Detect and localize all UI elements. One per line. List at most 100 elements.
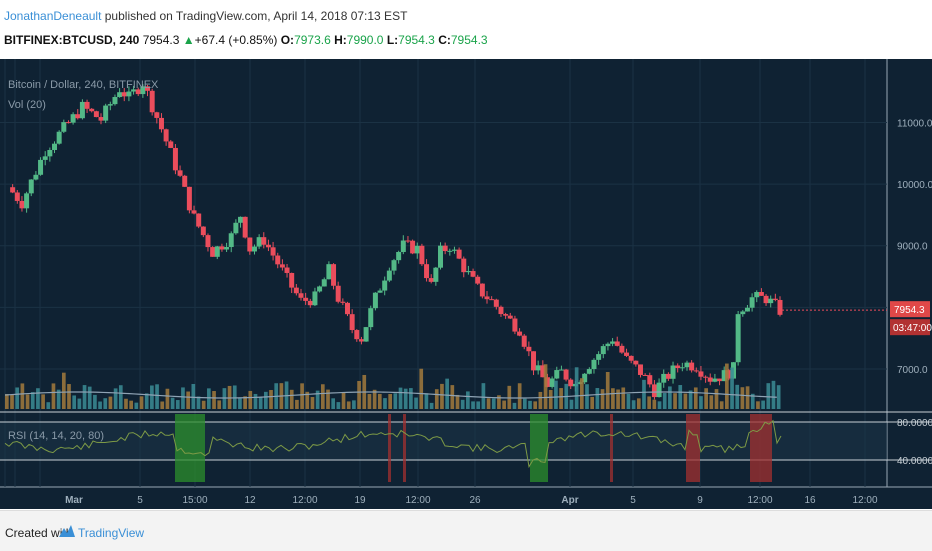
candle-body — [284, 267, 290, 273]
candle-body — [391, 260, 397, 271]
time-tick-label: 12:00 — [747, 495, 772, 506]
volume-bar — [383, 398, 387, 409]
candle-body — [28, 179, 34, 194]
volume-bar — [82, 385, 87, 409]
volume-bar — [554, 380, 558, 409]
candle-body — [744, 307, 750, 312]
candle-body — [758, 292, 764, 296]
price-chart[interactable]: 11000.010000.09000.08000.07000.080.00004… — [0, 59, 932, 509]
candle-body — [335, 285, 341, 302]
volume-bar — [678, 385, 683, 409]
candle-body — [665, 373, 671, 379]
author-link[interactable]: JonathanDeneault — [4, 9, 102, 23]
candle-body — [312, 291, 318, 306]
volume-bar — [735, 384, 740, 409]
volume-bar — [46, 402, 51, 409]
volume-bar — [419, 368, 424, 409]
candle-body — [433, 267, 439, 282]
time-tick-label: 12 — [244, 495, 256, 506]
candle-body — [698, 371, 704, 377]
volume-bar — [212, 391, 216, 409]
rsi-signal-zone — [686, 414, 700, 482]
candle-body — [484, 296, 490, 300]
volume-bar — [67, 384, 71, 409]
candle-body — [219, 246, 225, 250]
tradingview-brand[interactable]: TradingView — [78, 526, 145, 540]
candle-body — [656, 382, 662, 398]
time-tick-label: 19 — [354, 495, 366, 506]
volume-series — [5, 363, 781, 409]
candle-body — [763, 295, 769, 304]
volume-bar — [434, 389, 439, 409]
candle-body — [563, 369, 569, 380]
volume-bar — [502, 400, 506, 409]
candle-body — [647, 375, 653, 385]
candle-body — [503, 314, 509, 316]
candle-body — [56, 131, 62, 144]
volume-bar — [87, 386, 92, 409]
candle-body — [79, 101, 85, 119]
volume-bar — [730, 367, 734, 409]
candle-body — [712, 378, 718, 382]
candle-body — [517, 331, 523, 336]
volume-bar — [186, 391, 190, 409]
time-tick-label: 12:00 — [852, 495, 877, 506]
high-value: 7990.0 — [346, 33, 384, 47]
candle-body — [386, 270, 392, 281]
candle-body — [70, 114, 76, 123]
candle-body — [224, 247, 230, 250]
candle-body — [279, 264, 285, 268]
volume-bar — [300, 383, 304, 409]
volume-bar — [388, 394, 392, 409]
volume-bar — [476, 401, 481, 409]
candle-body — [275, 255, 281, 265]
candle-body — [679, 367, 685, 369]
open-label: O: — [280, 33, 295, 47]
chart-area[interactable]: 11000.010000.09000.08000.07000.080.00004… — [0, 59, 932, 509]
candle-body — [191, 210, 197, 214]
candle-body — [540, 365, 546, 378]
rsi-tick-label: 80.0000 — [897, 418, 932, 429]
candle-body — [596, 354, 602, 360]
volume-bar — [124, 398, 128, 409]
volume-bar — [181, 387, 185, 409]
volume-bar — [217, 400, 222, 409]
volume-bar — [719, 401, 724, 409]
candle-body — [568, 379, 574, 387]
candle-body — [65, 122, 71, 124]
rsi-band-fill — [0, 422, 887, 460]
volume-bar — [771, 380, 776, 409]
candle-body — [75, 114, 81, 119]
volume-bar — [393, 393, 398, 409]
volume-bar — [626, 393, 631, 409]
volume-bar — [766, 383, 771, 409]
candle-body — [117, 92, 123, 98]
candle-body — [624, 352, 630, 356]
volume-bar — [139, 396, 144, 409]
publish-info: JonathanDeneault published on TradingVie… — [4, 9, 407, 23]
candle-body — [442, 245, 448, 252]
candle-body — [98, 117, 104, 121]
volume-bar — [320, 384, 325, 409]
rsi-tick-label: 40.0000 — [897, 456, 932, 467]
candle-body — [112, 97, 118, 105]
volume-bar — [611, 388, 615, 409]
candle-body — [717, 378, 723, 382]
candle-body — [684, 362, 690, 368]
volume-bar — [673, 393, 677, 409]
volume-bar — [533, 401, 538, 409]
volume-bar — [113, 388, 118, 409]
candle-body — [372, 292, 378, 309]
volume-bar — [491, 398, 496, 409]
volume-bar — [108, 396, 113, 409]
time-tick-label: Mar — [65, 495, 83, 506]
volume-bar — [693, 387, 698, 409]
volume-bar — [326, 389, 330, 409]
volume-bar — [523, 398, 527, 409]
volume-bar — [5, 394, 9, 409]
last-price: 7954.3 — [142, 33, 180, 47]
candle-body — [33, 174, 39, 180]
time-tick-label: 16 — [804, 495, 816, 506]
candle-body — [554, 370, 560, 379]
candle-body — [531, 351, 537, 371]
